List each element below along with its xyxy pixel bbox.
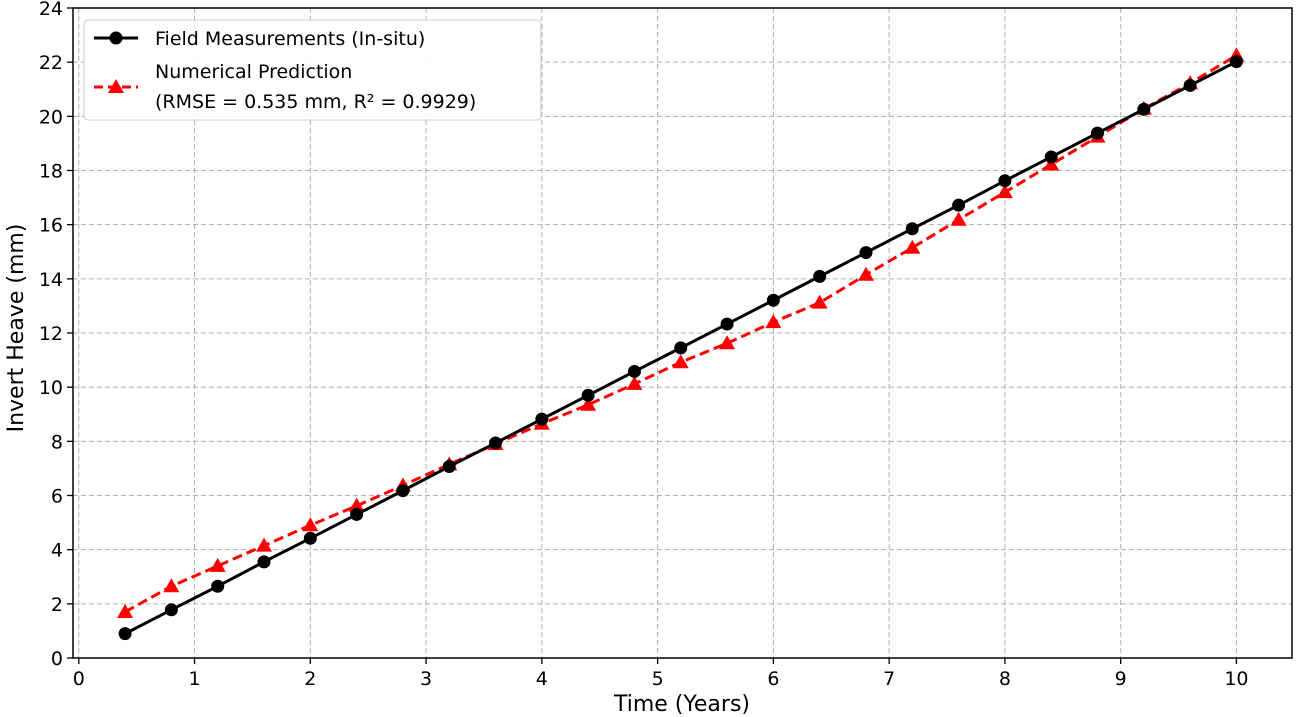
y-axis-label: Invert Heave (mm) xyxy=(4,224,29,433)
x-tick-label: 10 xyxy=(1224,668,1248,690)
field-measurements-point xyxy=(257,555,271,569)
numerical-prediction-point xyxy=(857,266,874,281)
x-tick-label: 7 xyxy=(883,668,895,690)
x-tick-label: 2 xyxy=(304,668,316,690)
y-tick-label: 4 xyxy=(51,540,63,562)
x-tick-label: 0 xyxy=(73,668,85,690)
legend: Field Measurements (In-situ) Numerical P… xyxy=(83,19,542,121)
legend-field-label: Field Measurements (In-situ) xyxy=(155,28,425,50)
y-tick-label: 12 xyxy=(39,323,63,345)
x-axis-label: Time (Years) xyxy=(613,692,750,717)
y-tick-label: 18 xyxy=(39,161,63,183)
x-tick-label: 3 xyxy=(420,668,432,690)
field-measurements-point xyxy=(1183,78,1197,92)
field-measurements-point xyxy=(442,460,456,474)
numerical-prediction-point xyxy=(163,578,180,593)
field-measurements-point xyxy=(1044,150,1058,164)
field-measurements-point xyxy=(813,269,827,283)
numerical-prediction-point xyxy=(626,375,643,390)
field-measurements-point xyxy=(998,174,1012,188)
field-measurements-point xyxy=(905,222,919,236)
series-layer xyxy=(117,47,1245,641)
field-measurements-point xyxy=(1229,55,1243,69)
legend-prediction-marker xyxy=(108,79,124,93)
legend-prediction-stats: (RMSE = 0.535 mm, R² = 0.9929) xyxy=(155,91,476,113)
field-measurements-point xyxy=(1091,126,1105,140)
x-tick-label: 8 xyxy=(999,668,1011,690)
numerical-prediction-point xyxy=(256,537,273,552)
field-measurements-point xyxy=(859,246,873,260)
numerical-prediction-point xyxy=(719,335,736,350)
y-tick-label: 14 xyxy=(39,269,63,291)
field-measurements-point xyxy=(766,293,780,307)
y-tick-label: 22 xyxy=(39,52,63,74)
numerical-prediction-point xyxy=(348,497,365,512)
field-measurements-point xyxy=(952,198,966,212)
y-tick-label: 16 xyxy=(39,215,63,237)
x-tick-label: 4 xyxy=(536,668,548,690)
y-tick-label: 0 xyxy=(51,648,63,670)
numerical-prediction-point xyxy=(209,557,226,572)
x-tick-label: 6 xyxy=(767,668,779,690)
field-measurements-point xyxy=(164,603,178,617)
y-tick-label: 2 xyxy=(51,594,63,616)
grid-lines xyxy=(73,7,1292,659)
y-tick-label: 8 xyxy=(51,431,63,453)
numerical-prediction-point xyxy=(302,517,319,532)
numerical-prediction-point xyxy=(117,603,134,618)
x-tick-label: 5 xyxy=(652,668,664,690)
numerical-prediction-point xyxy=(904,239,921,254)
legend-box xyxy=(83,19,542,121)
numerical-prediction-point xyxy=(765,314,782,329)
field-measurements-point xyxy=(535,412,549,426)
field-measurements-point xyxy=(1137,102,1151,116)
numerical-prediction-point xyxy=(950,211,967,226)
y-tick-label: 6 xyxy=(51,486,63,508)
x-tick-label: 9 xyxy=(1115,668,1127,690)
numerical-prediction-point xyxy=(580,396,597,411)
numerical-prediction-point xyxy=(996,184,1013,199)
x-tick-label: 1 xyxy=(189,668,201,690)
field-measurements-point xyxy=(303,531,317,545)
numerical-prediction-point xyxy=(811,294,828,309)
y-tick-label: 24 xyxy=(39,0,63,20)
field-measurements-point xyxy=(118,627,132,641)
field-measurements-point xyxy=(211,579,225,593)
field-measurements-point xyxy=(489,436,503,450)
field-measurements-point xyxy=(720,317,734,331)
y-tick-label: 10 xyxy=(39,377,63,399)
legend-prediction-label: Numerical Prediction xyxy=(155,61,352,83)
numerical-prediction-line xyxy=(124,54,1238,614)
numerical-prediction-point xyxy=(672,354,689,369)
y-tick-label: 20 xyxy=(39,106,63,128)
numerical-prediction-point xyxy=(1043,156,1060,171)
field-measurements-point xyxy=(396,484,410,498)
legend-field-marker xyxy=(109,31,123,45)
field-measurements-point xyxy=(350,507,364,521)
field-measurements-point xyxy=(627,364,641,378)
field-measurements-point xyxy=(674,341,688,355)
field-measurements-point xyxy=(581,388,595,402)
